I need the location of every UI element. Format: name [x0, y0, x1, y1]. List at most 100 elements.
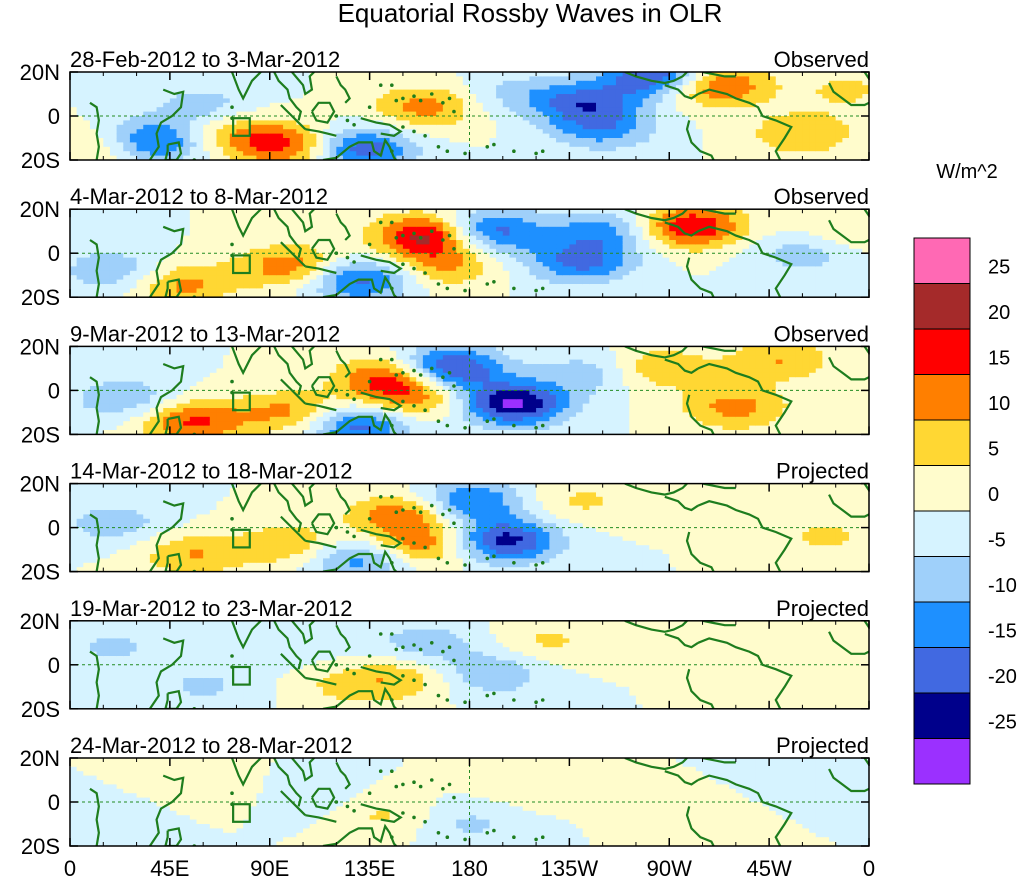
field-cell: [469, 240, 477, 245]
field-cell: [489, 72, 497, 77]
field-cell: [209, 231, 218, 237]
field-cell: [263, 89, 271, 95]
field-cell: [509, 253, 517, 259]
field-cell: [356, 142, 364, 148]
field-cell: [522, 222, 531, 228]
field-cell: [742, 142, 750, 148]
field-cell: [249, 279, 258, 285]
field-cell: [369, 102, 377, 108]
field-cell: [675, 98, 684, 104]
field-cell: [256, 138, 264, 143]
field-cell: [649, 102, 657, 108]
field-cell: [342, 138, 351, 143]
field-cell: [529, 288, 537, 294]
field-cell: [96, 288, 104, 294]
island: [401, 96, 405, 101]
field-cell: [183, 85, 191, 91]
field-cell: [89, 248, 98, 254]
field-cell: [156, 292, 164, 298]
field-cell: [482, 80, 491, 86]
field-cell: [203, 72, 211, 77]
field-cell: [76, 222, 84, 228]
field-cell: [276, 266, 284, 272]
field-cell: [715, 142, 724, 148]
field-cell: [596, 124, 604, 130]
field-cell: [549, 94, 557, 99]
field-cell: [402, 138, 411, 143]
panel-type-label: Observed: [774, 47, 869, 72]
field-cell: [469, 222, 477, 228]
field-cell: [789, 129, 797, 135]
field-cell: [416, 116, 424, 121]
field-cell: [802, 218, 810, 223]
field-cell: [376, 279, 384, 285]
field-cell: [109, 76, 118, 82]
field-cell: [849, 116, 857, 121]
field-cell: [809, 138, 817, 143]
field-cell: [349, 85, 357, 91]
field-cell: [729, 288, 737, 294]
field-cell: [116, 284, 124, 289]
field-cell: [163, 248, 171, 254]
field-cell: [203, 98, 211, 104]
field-cell: [695, 248, 704, 254]
field-cell: [649, 270, 657, 276]
field-cell: [402, 98, 411, 104]
field-cell: [356, 111, 364, 117]
field-cell: [769, 213, 777, 219]
field-cell: [829, 124, 837, 130]
field-cell: [436, 111, 444, 117]
field-cell: [829, 155, 837, 160]
field-cell: [722, 288, 730, 294]
field-cell: [629, 257, 637, 263]
field-cell: [449, 76, 457, 82]
field-cell: [143, 209, 151, 215]
field-cell: [183, 270, 191, 276]
field-cell: [602, 226, 610, 232]
field-cell: [389, 94, 397, 99]
field-cell: [236, 76, 244, 82]
field-cell: [649, 98, 657, 104]
field-cell: [502, 133, 511, 139]
field-cell: [755, 253, 764, 259]
field-cell: [196, 275, 204, 281]
field-cell: [489, 218, 497, 223]
field-cell: [256, 262, 264, 267]
field-cell: [289, 129, 297, 135]
field-cell: [576, 138, 584, 143]
field-cell: [249, 138, 258, 143]
field-cell: [362, 270, 371, 276]
field-cell: [256, 151, 264, 157]
field-cell: [156, 80, 164, 86]
field-cell: [223, 209, 231, 215]
field-cell: [829, 266, 837, 272]
field-cell: [342, 120, 351, 126]
field-cell: [243, 102, 251, 108]
field-cell: [709, 222, 717, 228]
field-cell: [449, 279, 457, 285]
field-cell: [149, 98, 158, 104]
field-cell: [609, 279, 617, 285]
field-cell: [369, 248, 377, 254]
field-cell: [389, 76, 397, 82]
field-cell: [536, 142, 544, 148]
field-cell: [216, 129, 224, 135]
field-cell: [123, 240, 131, 245]
field-cell: [316, 226, 324, 232]
field-cell: [536, 94, 544, 99]
field-cell: [83, 253, 91, 259]
field-cell: [782, 266, 790, 272]
field-cell: [83, 209, 91, 215]
field-cell: [536, 213, 544, 219]
field-cell: [762, 89, 770, 95]
field-cell: [629, 111, 637, 117]
field-cell: [449, 151, 457, 157]
field-cell: [689, 218, 697, 223]
field-cell: [196, 235, 204, 241]
field-cell: [396, 94, 404, 99]
field-cell: [629, 138, 637, 143]
field-cell: [243, 248, 251, 254]
field-cell: [136, 244, 144, 250]
field-cell: [642, 111, 650, 117]
field-cell: [429, 85, 437, 91]
